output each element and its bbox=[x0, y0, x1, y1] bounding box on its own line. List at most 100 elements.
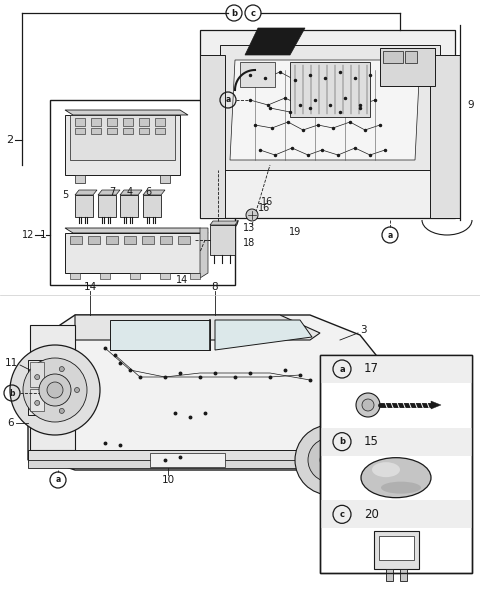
Bar bbox=[130, 273, 140, 279]
Text: 10: 10 bbox=[161, 475, 175, 485]
Text: 14: 14 bbox=[176, 275, 188, 285]
Bar bbox=[320, 500, 472, 529]
Text: 7: 7 bbox=[109, 187, 115, 197]
Bar bbox=[91, 118, 101, 126]
Bar bbox=[75, 128, 85, 134]
Circle shape bbox=[74, 388, 80, 392]
Polygon shape bbox=[210, 225, 235, 255]
Circle shape bbox=[35, 400, 40, 406]
Text: 14: 14 bbox=[84, 282, 96, 292]
Bar bbox=[155, 118, 165, 126]
Polygon shape bbox=[431, 401, 441, 409]
Text: b: b bbox=[231, 8, 237, 17]
Bar bbox=[91, 128, 101, 134]
Text: 5: 5 bbox=[62, 190, 68, 200]
Polygon shape bbox=[75, 315, 320, 340]
Text: 6: 6 bbox=[145, 187, 151, 197]
Text: 20: 20 bbox=[364, 508, 379, 521]
Bar bbox=[379, 536, 414, 560]
Bar bbox=[150, 453, 225, 467]
Ellipse shape bbox=[372, 462, 400, 477]
Text: 9: 9 bbox=[467, 100, 474, 110]
Bar bbox=[106, 236, 118, 244]
Bar bbox=[155, 128, 165, 134]
Bar bbox=[30, 389, 44, 411]
Bar bbox=[160, 236, 172, 244]
Circle shape bbox=[10, 345, 100, 435]
Circle shape bbox=[246, 209, 258, 221]
Bar bbox=[240, 62, 275, 87]
Bar bbox=[100, 273, 110, 279]
Text: 16: 16 bbox=[258, 203, 270, 213]
Bar bbox=[70, 115, 175, 160]
Polygon shape bbox=[220, 45, 440, 170]
Ellipse shape bbox=[381, 482, 421, 494]
Circle shape bbox=[356, 393, 380, 417]
Text: b: b bbox=[9, 389, 15, 397]
Text: 3: 3 bbox=[360, 325, 367, 335]
Polygon shape bbox=[30, 325, 75, 450]
Polygon shape bbox=[245, 28, 305, 55]
Bar bbox=[107, 118, 117, 126]
Polygon shape bbox=[65, 110, 188, 115]
Polygon shape bbox=[430, 55, 460, 218]
Text: 16: 16 bbox=[261, 197, 273, 207]
Polygon shape bbox=[65, 115, 180, 175]
Bar bbox=[107, 128, 117, 134]
Circle shape bbox=[47, 382, 63, 398]
Text: b: b bbox=[339, 437, 345, 446]
Polygon shape bbox=[230, 60, 420, 160]
Bar bbox=[178, 236, 190, 244]
Polygon shape bbox=[215, 320, 312, 350]
Text: 8: 8 bbox=[212, 282, 218, 292]
Text: 17: 17 bbox=[364, 362, 379, 376]
Bar bbox=[190, 273, 200, 279]
Polygon shape bbox=[200, 30, 455, 218]
Polygon shape bbox=[210, 221, 238, 225]
Bar bbox=[160, 273, 170, 279]
Bar bbox=[405, 51, 417, 63]
Text: 2: 2 bbox=[6, 135, 13, 145]
Circle shape bbox=[60, 367, 64, 371]
Bar bbox=[75, 118, 85, 126]
Circle shape bbox=[320, 450, 340, 470]
Text: a: a bbox=[339, 364, 345, 373]
Text: 19: 19 bbox=[289, 227, 301, 237]
Bar bbox=[28, 360, 46, 415]
Polygon shape bbox=[143, 195, 161, 217]
Ellipse shape bbox=[361, 458, 431, 497]
Bar bbox=[320, 355, 472, 573]
Bar bbox=[70, 273, 80, 279]
Text: a: a bbox=[55, 475, 60, 485]
Text: c: c bbox=[339, 510, 345, 519]
Text: 13: 13 bbox=[243, 223, 255, 233]
Circle shape bbox=[295, 425, 365, 495]
Text: 1: 1 bbox=[40, 230, 46, 240]
Polygon shape bbox=[65, 228, 208, 233]
Bar bbox=[386, 569, 393, 581]
Bar bbox=[28, 460, 380, 468]
Text: 4: 4 bbox=[127, 187, 133, 197]
Bar bbox=[124, 236, 136, 244]
Polygon shape bbox=[75, 190, 97, 195]
Circle shape bbox=[308, 438, 352, 482]
Circle shape bbox=[362, 399, 374, 411]
Polygon shape bbox=[143, 190, 165, 195]
Bar bbox=[160, 175, 170, 183]
Bar bbox=[50, 100, 235, 285]
Bar bbox=[320, 355, 472, 383]
Text: 11: 11 bbox=[5, 358, 18, 368]
Circle shape bbox=[60, 409, 64, 413]
Bar bbox=[139, 128, 149, 134]
Polygon shape bbox=[120, 190, 142, 195]
Text: 18: 18 bbox=[243, 238, 255, 248]
Circle shape bbox=[39, 374, 71, 406]
Polygon shape bbox=[200, 228, 208, 278]
Polygon shape bbox=[98, 195, 116, 217]
Text: c: c bbox=[251, 8, 255, 17]
Bar bbox=[123, 118, 133, 126]
Text: 12: 12 bbox=[22, 230, 34, 240]
Bar bbox=[320, 428, 472, 455]
Polygon shape bbox=[75, 195, 93, 217]
Bar bbox=[123, 128, 133, 134]
